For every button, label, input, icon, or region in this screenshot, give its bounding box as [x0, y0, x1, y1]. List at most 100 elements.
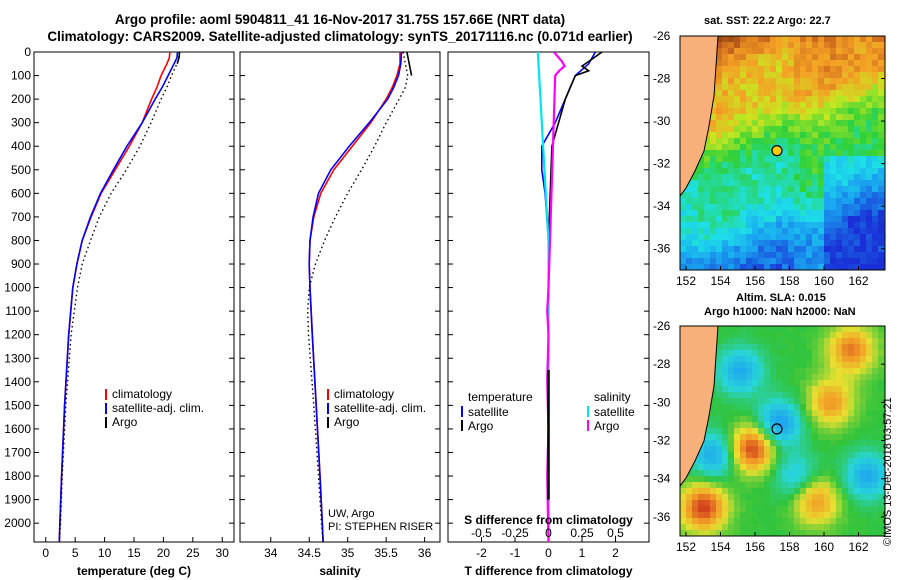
legend-title-temperature: temperature — [468, 390, 533, 404]
x-tick-label: 30 — [216, 546, 230, 560]
sst-lat-label: -32 — [653, 157, 671, 171]
series-argo — [58, 52, 180, 542]
sst-lon-label: 162 — [848, 274, 868, 288]
x-tick-label: 0 — [42, 546, 49, 560]
series-s-argo — [546, 52, 567, 542]
x-tick-label: 25 — [186, 546, 200, 560]
x-axis-label: salinity — [319, 564, 361, 578]
depth-tick-label: 100 — [11, 69, 31, 83]
pi-credit: PI: STEPHEN RISER — [328, 521, 434, 533]
sla-lat-label: -28 — [653, 357, 671, 371]
x-axis-label: T difference from climatology — [464, 564, 632, 578]
x-tick-label: 36 — [418, 546, 432, 560]
x-axis-label: temperature (deg C) — [77, 564, 191, 578]
series-t-satellite — [540, 52, 597, 542]
legend-label: satellite-adj. clim. — [334, 401, 426, 415]
depth-tick-label: 200 — [11, 92, 31, 106]
sla-lat-label: -26 — [653, 319, 671, 333]
sla-lon-label: 152 — [676, 540, 696, 554]
x-tick-label: 5 — [72, 546, 79, 560]
sst-map: -26 -28 -30 -32 -34 -36 152 154 156 158 160 162 — [653, 29, 886, 288]
depth-tick-label: 1200 — [4, 328, 31, 342]
sla-lon-label: 156 — [745, 540, 765, 554]
depth-tick-label: 0 — [24, 45, 31, 59]
plot-frame — [239, 51, 441, 543]
sst-lon-label: 160 — [814, 274, 834, 288]
source-credit: UW, Argo — [328, 508, 375, 520]
x-tick-label: -2 — [476, 546, 487, 560]
x-tick-label-top: 0.5 — [607, 526, 624, 540]
sla-lat-label: -36 — [653, 510, 671, 524]
sla-land — [680, 326, 719, 487]
sst-land — [680, 36, 719, 197]
legend-label: satellite — [594, 405, 635, 419]
sla-map: -26 -28 -30 -32 -34 -36 152 154 156 158 160 162 — [653, 319, 886, 554]
x-tick-label: 15 — [127, 546, 141, 560]
legend-label: Argo — [334, 415, 360, 429]
sst-lat-label: -28 — [653, 72, 671, 86]
argo-surface-segment — [406, 52, 413, 76]
legend-label: Argo — [594, 419, 620, 433]
panel-salinity: 34 34.5 35 35.5 36 salinity climatologysatelli… — [239, 51, 441, 578]
sla-lon-label: 158 — [779, 540, 799, 554]
sla-map-title: Altim. SLA: 0.015 — [736, 292, 826, 304]
sla-float-marker — [771, 423, 783, 435]
x-tick-label: 0 — [545, 546, 552, 560]
legend-label: satellite-adj. clim. — [112, 401, 204, 415]
sla-lat-label: -34 — [653, 472, 671, 486]
x-tick-label: 20 — [157, 546, 171, 560]
depth-tick-label: 900 — [11, 257, 31, 271]
depth-tick-label: 700 — [11, 210, 31, 224]
sst-lon-label: 152 — [676, 274, 696, 288]
depth-tick-label: 400 — [11, 139, 31, 153]
depth-tick-label: 1100 — [5, 304, 31, 318]
sst-lon-label: 158 — [779, 274, 799, 288]
series-group — [536, 52, 603, 542]
series-satellite-adj-clim- — [308, 52, 403, 542]
imos-timestamp: ©IMOS 13-Dec-2018 03:57:21 — [882, 397, 894, 546]
x-tick-label-top: 0 — [545, 526, 552, 540]
depth-tick-label: 2000 — [4, 516, 31, 530]
x-tick-label: 34 — [264, 546, 278, 560]
depth-tick-label: 1900 — [4, 493, 31, 507]
sla-map-field — [680, 326, 885, 536]
sst-map-frame — [679, 35, 886, 271]
sla-map-frame — [679, 325, 886, 537]
sla-lat-label: -30 — [653, 395, 671, 409]
sst-lon-label: 156 — [745, 274, 765, 288]
series-satellite-adj-clim- — [58, 52, 179, 542]
sst-lon-label: 154 — [710, 274, 730, 288]
x-tick-label-top: -0.25 — [501, 526, 529, 540]
series-argo — [306, 52, 409, 542]
depth-tick-label: 500 — [11, 163, 31, 177]
sla-lat-label: -32 — [653, 434, 671, 448]
sst-lat-label: -26 — [653, 29, 671, 43]
sst-lat-label: -34 — [653, 199, 671, 213]
sst-lat-label: -30 — [653, 114, 671, 128]
sst-map-field — [680, 36, 885, 270]
depth-tick-label: 1300 — [4, 351, 31, 365]
legend-label: climatology — [334, 387, 394, 401]
sst-map-title: sat. SST: 22.2 Argo: 22.7 — [704, 15, 831, 27]
argo-surface-segment — [176, 52, 181, 65]
series-group — [58, 52, 181, 542]
series-group — [306, 52, 413, 542]
sst-float-marker — [771, 145, 783, 157]
x-tick-label: 35.5 — [374, 546, 398, 560]
x-tick-label: -1 — [510, 546, 521, 560]
legend-title-salinity: salinity — [594, 390, 631, 404]
x-tick-label: 2 — [612, 546, 619, 560]
depth-tick-label: 600 — [11, 186, 31, 200]
panel-temperature: 0 5 10 15 20 25 30 temperature (deg C) 0 100 200 30… — [4, 45, 235, 578]
x-tick-label: 1 — [579, 546, 586, 560]
depth-tick-label: 1500 — [4, 398, 31, 412]
series-climatology — [58, 52, 171, 542]
depth-tick-label: 800 — [11, 233, 31, 247]
depth-tick-label: 300 — [11, 116, 31, 130]
depth-tick-label: 1800 — [4, 469, 31, 483]
sst-lat-label: -36 — [653, 242, 671, 256]
depth-tick-label: 1600 — [4, 422, 31, 436]
sla-map-subtitle: Argo h1000: NaN h2000: NaN — [704, 306, 856, 318]
legend-label: Argo — [112, 415, 138, 429]
